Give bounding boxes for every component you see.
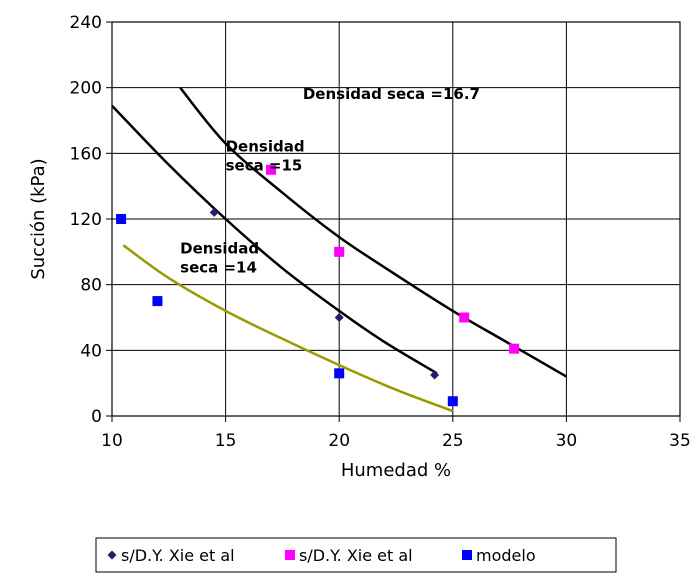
- x-axis-title: Humedad %: [341, 460, 451, 481]
- y-axis-title: Succión (kPa): [28, 158, 49, 279]
- y-tick-label: 80: [80, 276, 102, 296]
- annotation-1: Densidad seca =16.7: [303, 85, 480, 103]
- annotation-line: Densidad: [180, 239, 259, 257]
- annotation-line: seca =14: [180, 258, 257, 276]
- y-tick-label: 200: [70, 79, 102, 99]
- annotation-line: Densidad seca =16.7: [303, 85, 480, 103]
- y-tick-label: 160: [70, 144, 102, 164]
- square-point: [459, 312, 470, 323]
- legend-label: s/D.Y. Xie et al: [299, 546, 413, 565]
- legend: s/D.Y. Xie et al s/D.Y. Xie et al modelo: [95, 537, 617, 573]
- annotation-line: Densidad: [226, 138, 305, 156]
- data-points: [116, 164, 520, 407]
- y-tick-label: 0: [91, 407, 102, 427]
- square-point: [334, 246, 345, 257]
- fitted-curve-2: [111, 104, 438, 375]
- grid: [106, 21, 681, 422]
- square-point: [266, 164, 277, 175]
- series-2-points: [266, 164, 520, 354]
- legend-item-2: s/D.Y. Xie et al: [285, 546, 413, 565]
- diamond-point: [334, 313, 344, 322]
- fitted-curves: [111, 86, 568, 413]
- square-point: [334, 368, 345, 379]
- series-3-points: [116, 214, 458, 407]
- legend-marker: [285, 550, 295, 560]
- x-tick-label: 15: [215, 431, 237, 451]
- legend-marker: [107, 550, 117, 560]
- x-tick-label: 30: [556, 431, 578, 451]
- diamond-point: [430, 370, 440, 380]
- y-tick-labels: 0 40 80 120 160 200 240: [70, 13, 102, 427]
- y-tick-label: 40: [80, 341, 102, 361]
- legend-item-1: s/D.Y. Xie et al: [107, 546, 235, 565]
- diamond-point: [209, 207, 219, 217]
- x-tick-label: 10: [101, 431, 123, 451]
- annotation-2: Densidad seca =15: [226, 138, 305, 175]
- square-point: [509, 343, 520, 354]
- square-point: [447, 396, 458, 407]
- fitted-curve-1: [179, 86, 568, 378]
- annotation-3: Densidad seca =14: [180, 239, 259, 276]
- legend-label: modelo: [476, 546, 536, 565]
- x-tick-label: 35: [669, 431, 691, 451]
- square-point: [116, 214, 127, 224]
- legend-marker: [462, 550, 472, 560]
- legend-box: [95, 537, 617, 573]
- legend-label: s/D.Y. Xie et al: [121, 546, 235, 565]
- square-point: [152, 296, 163, 307]
- x-tick-label: 25: [442, 431, 464, 451]
- y-tick-label: 240: [70, 13, 102, 33]
- annotation-line: seca =15: [226, 157, 303, 175]
- plot-frame: [111, 21, 681, 417]
- legend-item-3: modelo: [462, 546, 536, 565]
- x-tick-labels: 10 15 20 25 30 35: [101, 431, 691, 451]
- x-tick-label: 20: [328, 431, 350, 451]
- series-1-points: [209, 207, 440, 380]
- fitted-curve-3: [122, 244, 454, 413]
- y-tick-label: 120: [70, 210, 102, 230]
